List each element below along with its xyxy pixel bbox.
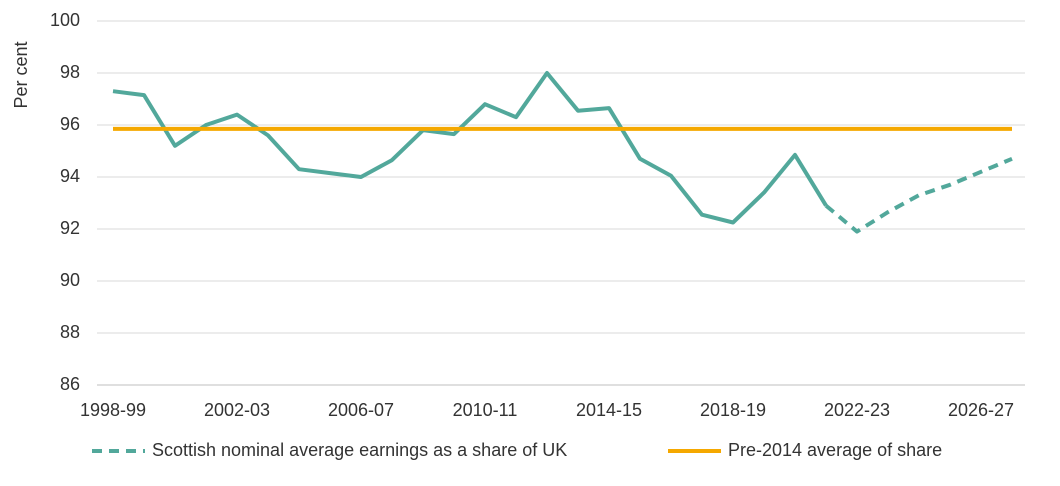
projection-line xyxy=(824,156,1013,234)
x-tick-label: 2006-07 xyxy=(328,400,394,420)
y-tick-label: 100 xyxy=(50,10,80,30)
data-line xyxy=(112,71,828,225)
y-tick-label: 86 xyxy=(60,374,80,394)
x-tick-label: 2022-23 xyxy=(824,400,890,420)
y-axis-label: Per cent xyxy=(11,41,31,108)
y-tick-label: 88 xyxy=(60,322,80,342)
y-tick-label: 98 xyxy=(60,62,80,82)
legend-label: Scottish nominal average earnings as a s… xyxy=(152,440,567,460)
y-tick-label: 96 xyxy=(60,114,80,134)
x-tick-label: 1998-99 xyxy=(80,400,146,420)
y-tick-label: 90 xyxy=(60,270,80,290)
legend-label: Pre-2014 average of share xyxy=(728,440,942,460)
y-tick-label: 92 xyxy=(60,218,80,238)
x-tick-label: 2026-27 xyxy=(948,400,1014,420)
x-tick-label: 2014-15 xyxy=(576,400,642,420)
y-tick-label: 94 xyxy=(60,166,80,186)
x-tick-label: 2002-03 xyxy=(204,400,270,420)
x-tick-label: 2010-11 xyxy=(453,400,518,420)
x-tick-label: 2018-19 xyxy=(700,400,766,420)
